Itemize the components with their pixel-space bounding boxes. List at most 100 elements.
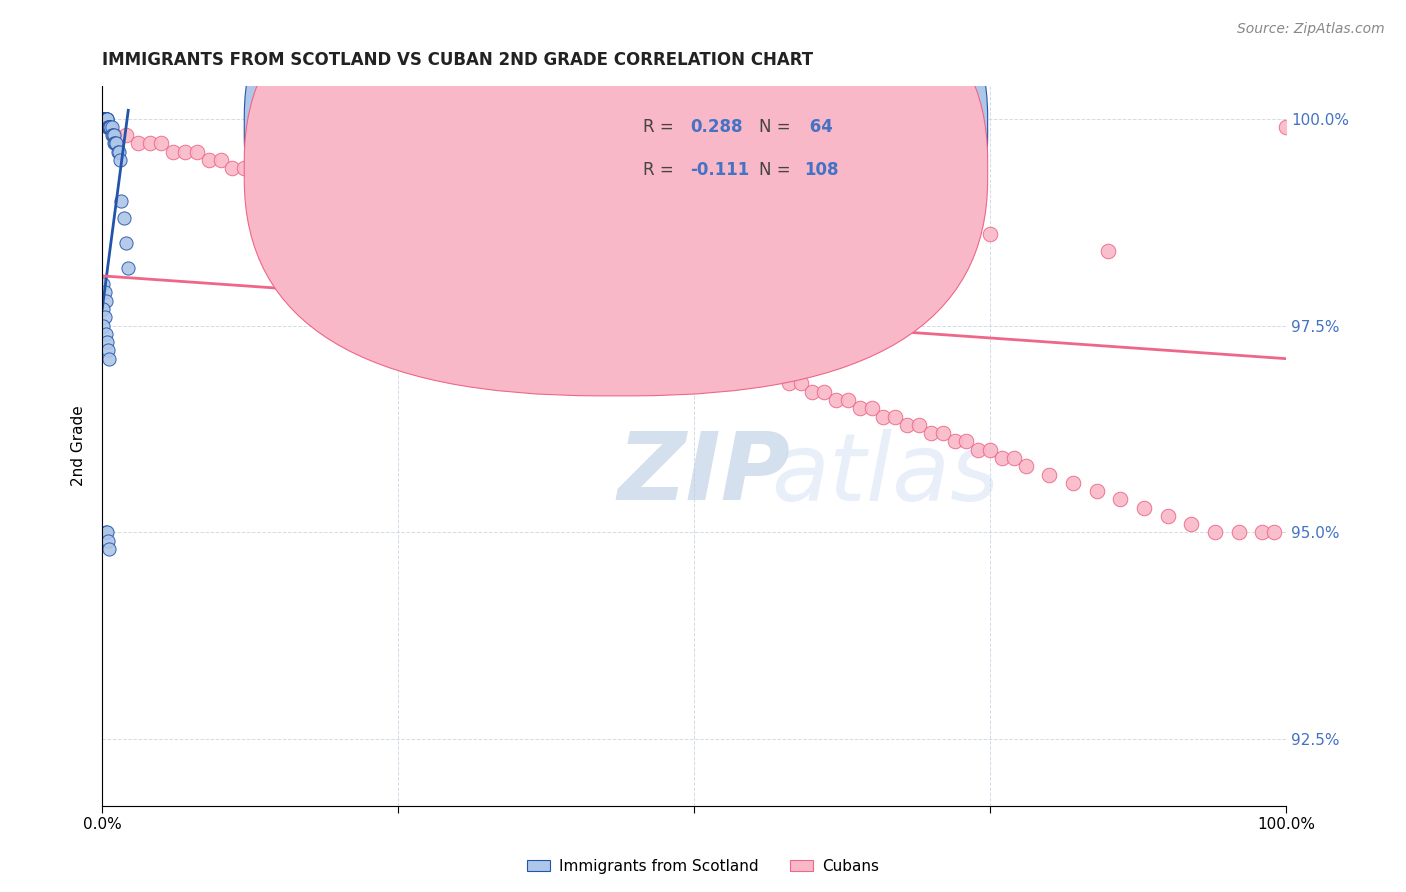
Point — [920, 426, 942, 441]
Point — [98, 351, 121, 366]
Point — [695, 343, 717, 358]
Point — [93, 112, 115, 126]
Point — [93, 112, 115, 126]
Point — [718, 351, 741, 366]
Point — [730, 359, 752, 374]
Point — [93, 112, 115, 126]
Point — [93, 112, 115, 126]
Point — [860, 211, 883, 225]
Point — [97, 120, 120, 134]
Point — [103, 128, 125, 143]
Point — [245, 169, 267, 184]
Point — [860, 401, 883, 416]
Point — [115, 128, 138, 143]
Point — [837, 392, 859, 407]
Text: 64: 64 — [804, 118, 832, 136]
Text: -0.111: -0.111 — [690, 161, 749, 178]
Point — [328, 235, 350, 250]
FancyBboxPatch shape — [245, 0, 987, 352]
FancyBboxPatch shape — [245, 0, 987, 396]
Point — [446, 252, 468, 267]
Y-axis label: 2nd Grade: 2nd Grade — [72, 405, 86, 486]
Point — [103, 136, 125, 151]
Point — [943, 434, 966, 449]
Point — [93, 112, 115, 126]
Text: ZIP: ZIP — [617, 428, 790, 520]
Point — [105, 136, 128, 151]
Point — [162, 145, 184, 159]
Point — [1251, 525, 1274, 540]
Point — [93, 112, 115, 126]
Point — [96, 112, 118, 126]
Text: R =: R = — [643, 161, 673, 178]
Point — [93, 112, 115, 126]
Point — [505, 268, 527, 283]
Point — [107, 145, 129, 159]
Point — [93, 112, 115, 126]
Legend: Immigrants from Scotland, Cubans: Immigrants from Scotland, Cubans — [522, 853, 884, 880]
Point — [671, 335, 693, 350]
Point — [94, 112, 117, 126]
Point — [93, 277, 115, 292]
Point — [96, 335, 118, 350]
Point — [706, 351, 728, 366]
Point — [1097, 244, 1119, 258]
Point — [600, 285, 623, 300]
Point — [706, 301, 728, 316]
Point — [1014, 459, 1036, 474]
Point — [94, 525, 117, 540]
Point — [399, 227, 422, 242]
Point — [94, 112, 117, 126]
Point — [955, 434, 977, 449]
Point — [612, 310, 634, 325]
Point — [93, 112, 115, 126]
Point — [446, 244, 468, 258]
Point — [1156, 508, 1178, 523]
Point — [115, 235, 138, 250]
Point — [742, 194, 765, 209]
Point — [1109, 492, 1132, 507]
Point — [742, 359, 765, 374]
Point — [541, 285, 564, 300]
Point — [174, 145, 197, 159]
Point — [647, 326, 669, 341]
Point — [778, 318, 800, 333]
Point — [813, 384, 835, 399]
Point — [221, 161, 243, 176]
Point — [197, 153, 219, 167]
Point — [636, 318, 658, 333]
Point — [98, 541, 121, 556]
Point — [97, 120, 120, 134]
Point — [328, 202, 350, 217]
Point — [93, 112, 115, 126]
Point — [1275, 120, 1298, 134]
Point — [931, 426, 953, 441]
Point — [93, 310, 115, 325]
Point — [93, 112, 115, 126]
Point — [93, 112, 115, 126]
Point — [127, 136, 149, 151]
Point — [112, 211, 135, 225]
Point — [280, 178, 302, 192]
Point — [93, 112, 115, 126]
Point — [801, 301, 824, 316]
Point — [979, 442, 1001, 457]
Point — [98, 120, 121, 134]
Point — [93, 112, 115, 126]
Point — [352, 211, 374, 225]
Point — [387, 145, 409, 159]
Text: atlas: atlas — [770, 429, 1000, 520]
Point — [1062, 475, 1084, 490]
Point — [93, 318, 115, 333]
Point — [150, 136, 173, 151]
Point — [94, 326, 117, 341]
Point — [186, 145, 208, 159]
Point — [434, 235, 457, 250]
Point — [94, 112, 117, 126]
Point — [600, 310, 623, 325]
Point — [93, 301, 115, 316]
Point — [1180, 517, 1202, 532]
Point — [896, 417, 918, 432]
Point — [1133, 500, 1156, 515]
Point — [233, 161, 256, 176]
